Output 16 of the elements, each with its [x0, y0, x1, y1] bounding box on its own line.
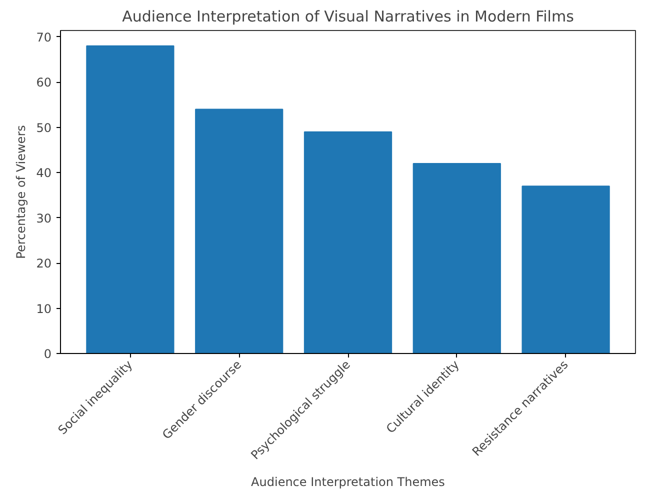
bar: [304, 131, 392, 354]
bar: [86, 45, 174, 354]
x-axis-title: Audience Interpretation Themes: [251, 475, 445, 490]
y-tick-label: 0: [44, 347, 52, 361]
bar: [195, 108, 284, 354]
chart-title: Audience Interpretation of Visual Narratives in Modern Films: [122, 8, 574, 26]
y-tick-label: 40: [36, 166, 52, 180]
y-tick-label: 10: [36, 302, 52, 316]
y-tick-label: 50: [36, 120, 52, 135]
bar: [412, 163, 501, 354]
y-tick-label: 70: [36, 30, 52, 44]
y-axis-title: Percentage of Viewers: [14, 125, 28, 259]
y-tick-label: 20: [36, 256, 52, 271]
y-tick-label: 30: [36, 211, 52, 226]
y-tick-label: 60: [36, 76, 52, 90]
bar: [522, 186, 610, 354]
